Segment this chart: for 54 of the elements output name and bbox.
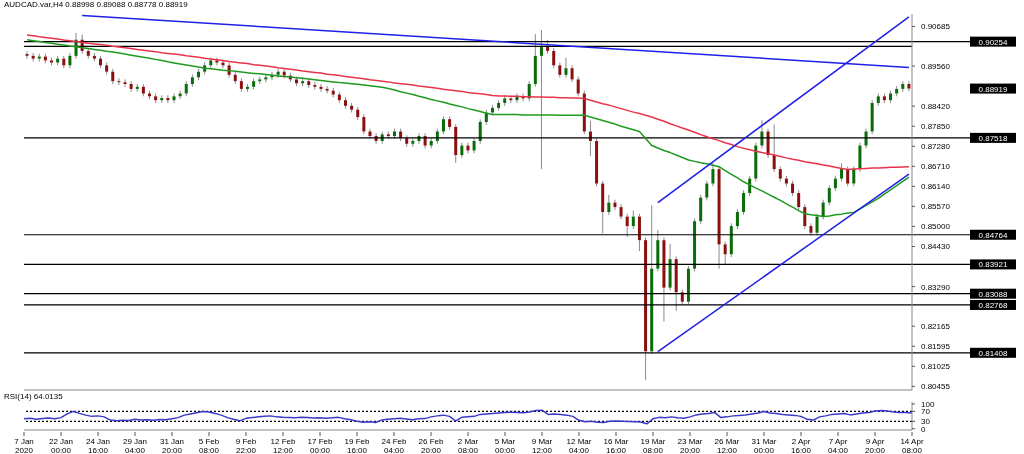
y-tick-label: 0.86140 [921, 182, 951, 192]
y-tick-label: 0.82165 [921, 322, 951, 332]
y-tick-label: 0.85000 [921, 222, 951, 232]
ref-line-label: 0.81408 [978, 348, 1009, 358]
x-tick-label: 31 Mar 00:00 [751, 437, 777, 454]
y-tick-label: 100 [921, 399, 935, 409]
x-tick-label: 19 Mar 08:00 [640, 437, 666, 454]
x-tick-label: 2 Apr 16:00 [790, 437, 812, 454]
chart-title: RSI(14) 64.0135 [4, 392, 63, 402]
y-tick-label: 0.88420 [921, 102, 951, 112]
x-tick-label: 14 Apr 08:00 [900, 437, 924, 454]
x-tick-label: 26 Mar 12:00 [714, 437, 740, 454]
ref-line-label: 0.83921 [978, 260, 1009, 270]
x-tick-label: 9 Apr 20:00 [864, 437, 886, 454]
x-tick-label: 12 Mar 04:00 [566, 437, 592, 454]
x-tick-label: 23 Mar 20:00 [677, 437, 703, 454]
x-tick-label: 9 Feb 22:00 [235, 437, 257, 454]
x-tick-label: 31 Jan 20:00 [159, 437, 185, 454]
x-tick-label: 17 Feb 00:00 [307, 437, 333, 454]
x-tick-label: 26 Feb 20:00 [418, 437, 444, 454]
y-tick-label: 0.81595 [921, 342, 951, 352]
y-tick-label: 70 [921, 407, 931, 417]
x-tick-label: 12 Feb 12:00 [270, 437, 296, 454]
x-tick-label: 5 Mar 00:00 [494, 437, 516, 454]
y-tick-label: 0 [921, 424, 926, 434]
x-tick-label: 24 Feb 04:00 [381, 437, 407, 454]
y-tick-label: 30 [921, 417, 931, 427]
x-tick-label: 22 Jan 00:00 [48, 437, 74, 454]
y-tick-label: 0.83290 [921, 282, 951, 292]
ref-line-label: 0.87518 [978, 133, 1009, 143]
chart-title: AUDCAD.var,H4 0.88998 0.89088 0.88778 0.88919 [4, 0, 188, 10]
y-tick-label: 0.87850 [921, 122, 951, 132]
y-tick-label: 0.90685 [921, 22, 951, 32]
y-tick-label: 0.81025 [921, 362, 951, 372]
x-tick-label: 24 Jan 16:00 [85, 437, 111, 454]
y-tick-label: 0.80455 [921, 382, 951, 392]
y-tick-label: 0.85570 [921, 202, 951, 212]
ref-line-label: 0.84764 [978, 230, 1009, 240]
x-tick-label: 2 Mar 08:00 [457, 437, 479, 454]
y-tick-label: 0.87280 [921, 142, 951, 152]
ref-line-label: 0.82768 [978, 300, 1009, 310]
y-tick-label: 0.89560 [921, 62, 951, 72]
x-tick-label: 16 Mar 16:00 [603, 437, 629, 454]
x-tick-label: 19 Feb 16:00 [344, 437, 370, 454]
y-tick-label: 0.84430 [921, 242, 951, 252]
x-tick-label: 7 Jan 2020 [14, 437, 34, 454]
x-tick-label: 7 Apr 04:00 [827, 437, 849, 454]
x-tick-label: 5 Feb 08:00 [198, 437, 220, 454]
x-tick-label: 9 Mar 12:00 [531, 437, 553, 454]
x-tick-label: 29 Jan 04:00 [122, 437, 148, 454]
ref-line-label: 0.83088 [978, 289, 1009, 299]
ref-line-label: 0.90254 [978, 37, 1009, 47]
y-tick-label: 0.86710 [921, 162, 951, 172]
text: 0.88919 [978, 84, 1009, 94]
